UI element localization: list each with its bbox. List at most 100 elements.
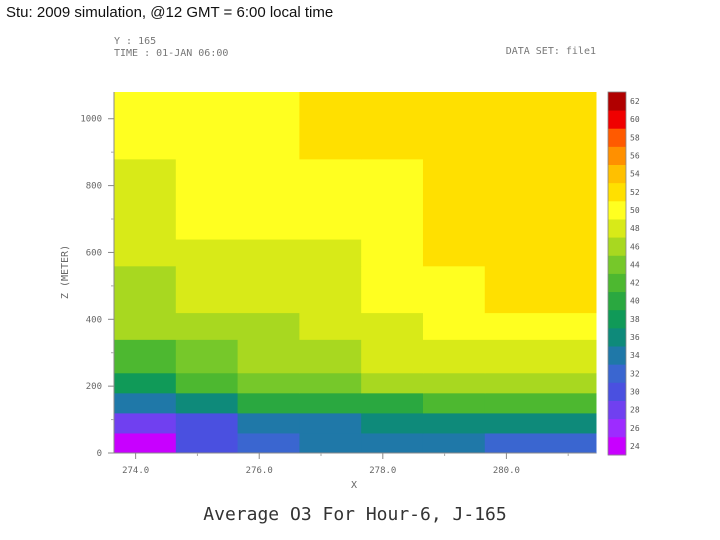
heatmap-cell — [175, 265, 239, 314]
colorbar-swatch — [608, 273, 626, 293]
x-tick-label: 276.0 — [246, 466, 273, 476]
colorbar-swatch — [608, 182, 626, 202]
colorbar-swatch — [608, 400, 626, 420]
heatmap-cell — [237, 265, 300, 314]
colorbar-label: 30 — [630, 387, 640, 396]
y-tick-label: 200 — [86, 382, 102, 392]
heatmap-cell — [114, 239, 177, 267]
colorbar-frame — [607, 91, 627, 456]
heatmap-cell — [175, 158, 239, 240]
heatmap-cell — [422, 158, 486, 240]
colorbar-swatch — [608, 309, 626, 329]
heatmap-cell — [361, 339, 424, 374]
heatmap-cell — [484, 312, 597, 340]
heatmap-cell — [422, 392, 486, 414]
info-left-line: TIME : 01-JAN 06:00 — [114, 48, 228, 59]
heatmap-cell — [175, 339, 239, 374]
heatmap-cell — [299, 432, 362, 454]
heatmap-cell — [299, 339, 362, 374]
heatmap-cell — [484, 265, 597, 314]
heatmap-cell — [484, 432, 597, 454]
y-tick-label: 1000 — [80, 115, 102, 125]
y-tick-label: 0 — [97, 449, 102, 459]
colorbar-swatch — [608, 436, 626, 456]
heatmap-cell — [175, 239, 239, 267]
colorbar-swatch — [608, 92, 626, 111]
heatmap-cell — [237, 372, 300, 394]
heatmap-cell — [237, 432, 300, 454]
colorbar-label: 36 — [630, 333, 640, 342]
heatmap-cell — [299, 412, 362, 434]
heatmap-cell — [361, 432, 424, 454]
colorbar-label: 56 — [630, 152, 640, 161]
heatmap-cell — [484, 339, 597, 374]
heatmap-cell — [237, 312, 300, 340]
info-left-line: Y : 165 — [114, 36, 156, 47]
colorbar-swatch — [608, 346, 626, 365]
colorbar-swatch — [608, 291, 626, 311]
heatmap-cell — [484, 158, 597, 240]
heatmap-cell — [114, 265, 177, 314]
heatmap-cell — [422, 412, 486, 434]
heatmap-cell — [299, 158, 362, 240]
x-tick-label: 278.0 — [369, 466, 396, 476]
colorbar-label: 48 — [630, 224, 640, 233]
colorbar-swatch — [608, 255, 626, 274]
heatmap-cell — [114, 392, 177, 414]
colorbar-label: 26 — [630, 424, 640, 433]
heatmap-cells — [114, 92, 597, 454]
slide-title: Stu: 2009 simulation, @12 GMT = 6:00 loc… — [6, 4, 334, 21]
axes: 0 200 400 600 800 1000 274.0 276.0 278.0 280.0 X Z … — [60, 92, 596, 491]
heatmap-cell — [237, 239, 300, 267]
colorbar-swatch — [608, 128, 626, 147]
colorbar-swatch — [608, 237, 626, 256]
heatmap-cell — [114, 92, 177, 160]
colorbar-swatch — [608, 327, 626, 347]
heatmap-cell — [299, 312, 362, 340]
colorbar-label: 28 — [630, 406, 640, 415]
heatmap-cell — [484, 392, 597, 414]
heatmap-cell — [299, 92, 362, 160]
heatmap-cell — [422, 432, 486, 454]
x-axis-label: X — [351, 480, 357, 491]
colorbar-swatch — [608, 382, 626, 401]
heatmap-cell — [422, 265, 486, 314]
colorbar-swatch — [608, 200, 626, 220]
heatmap-cell — [299, 265, 362, 314]
colorbar-label: 44 — [630, 260, 640, 269]
colorbar-label: 54 — [630, 170, 640, 179]
heatmap-cell — [422, 372, 486, 394]
colorbar-label: 32 — [630, 369, 640, 378]
heatmap-cell — [175, 92, 239, 160]
y-axis-label: Z (METER) — [60, 245, 71, 299]
colorbar-label: 46 — [630, 242, 640, 251]
heatmap-cell — [237, 92, 300, 160]
chart-title: Average O3 For Hour-6, J-165 — [203, 504, 506, 525]
colorbar-swatch — [608, 418, 626, 438]
heatmap-cell — [484, 372, 597, 394]
x-tick-label: 280.0 — [493, 466, 520, 476]
heatmap-cell — [237, 339, 300, 374]
heatmap-cell — [237, 412, 300, 434]
colorbar-label: 42 — [630, 279, 640, 288]
heatmap-cell — [299, 372, 362, 394]
heatmap-cell — [361, 412, 424, 434]
heatmap-cell — [484, 412, 597, 434]
heatmap-cell — [237, 392, 300, 414]
colorbar-label: 38 — [630, 315, 640, 324]
colorbar-swatch — [608, 146, 626, 165]
heatmap-cell — [361, 158, 424, 240]
heatmap-cell — [299, 239, 362, 267]
heatmap-cell — [114, 412, 177, 434]
heatmap-cell — [299, 392, 362, 414]
heatmap-cell — [422, 92, 486, 160]
heatmap-cell — [361, 265, 424, 314]
colorbar-label: 34 — [630, 351, 640, 360]
heatmap-cell — [175, 372, 239, 394]
heatmap-cell — [361, 92, 424, 160]
heatmap-cell — [114, 158, 177, 240]
colorbar-label: 24 — [630, 442, 640, 451]
heatmap-cell — [114, 312, 177, 340]
